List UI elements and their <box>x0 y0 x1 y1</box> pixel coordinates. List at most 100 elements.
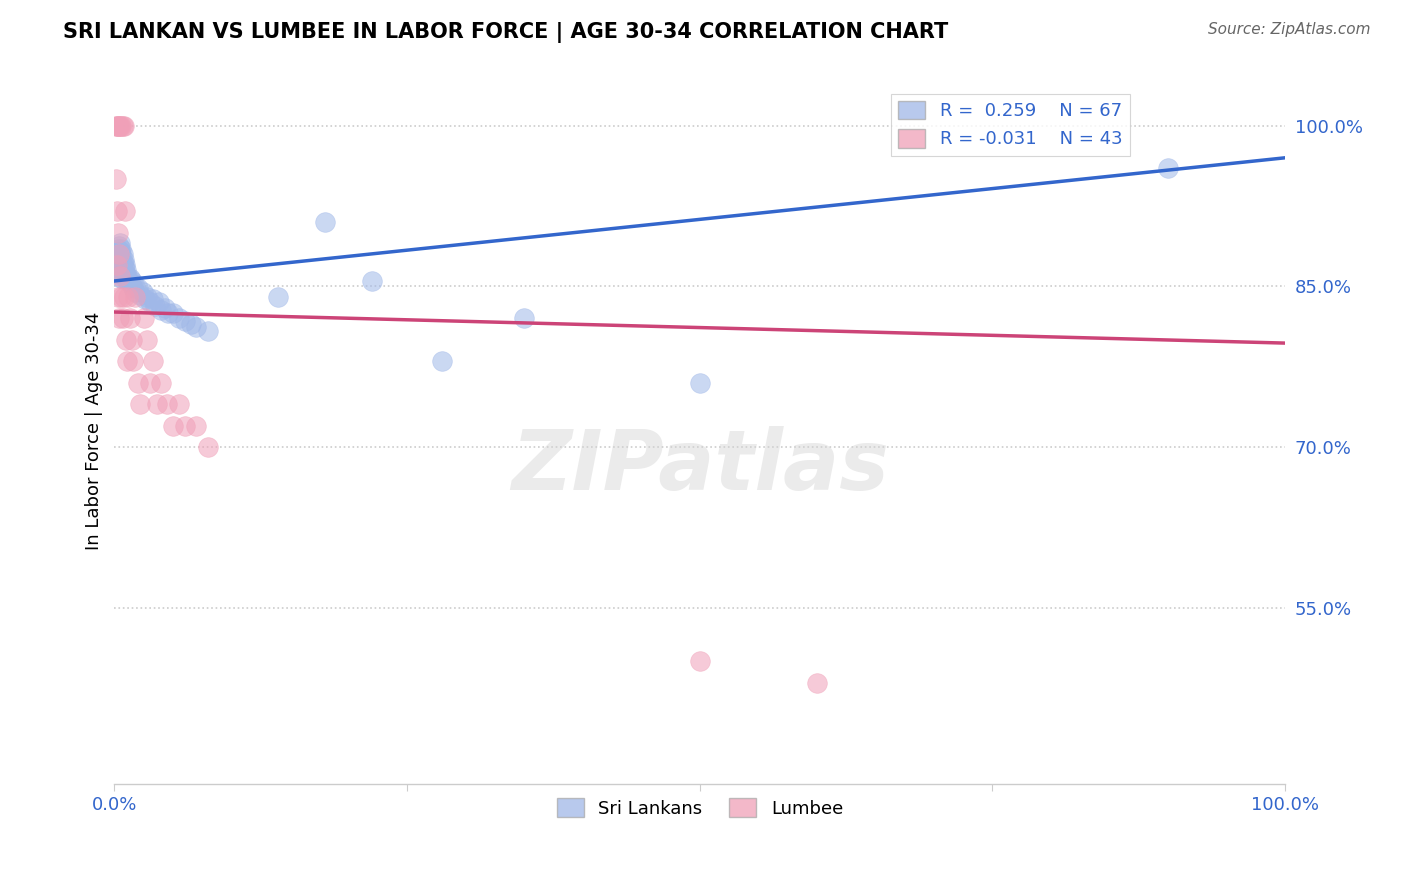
Point <box>110 290 132 304</box>
Point <box>108 263 131 277</box>
Point <box>361 274 384 288</box>
Point <box>138 295 160 310</box>
Point <box>110 244 132 258</box>
Point <box>173 418 195 433</box>
Point <box>108 245 131 260</box>
Point <box>114 204 136 219</box>
Point <box>110 267 132 281</box>
Point <box>186 320 208 334</box>
Y-axis label: In Labor Force | Age 30-34: In Labor Force | Age 30-34 <box>86 311 103 550</box>
Point <box>138 376 160 390</box>
Point <box>134 292 156 306</box>
Point <box>689 376 711 390</box>
Point <box>112 290 135 304</box>
Point <box>117 290 139 304</box>
Point <box>150 376 173 390</box>
Point <box>150 302 173 317</box>
Point <box>806 675 828 690</box>
Point <box>186 418 208 433</box>
Point <box>131 285 153 299</box>
Point <box>127 281 149 295</box>
Point <box>104 172 127 186</box>
Point <box>162 306 184 320</box>
Point <box>110 236 132 251</box>
Point <box>108 252 131 267</box>
Point <box>122 354 145 368</box>
Point <box>110 270 132 285</box>
Point <box>118 311 141 326</box>
Point <box>107 226 129 240</box>
Point <box>110 252 132 266</box>
Point <box>267 290 290 304</box>
Point <box>110 268 132 283</box>
Point <box>105 247 128 261</box>
Point <box>107 119 129 133</box>
Point <box>105 252 128 267</box>
Point <box>432 354 454 368</box>
Point <box>117 354 139 368</box>
Point <box>104 119 127 133</box>
Point <box>108 238 131 252</box>
Point <box>173 313 195 327</box>
Point <box>111 311 134 326</box>
Point <box>136 290 159 304</box>
Point <box>107 290 129 304</box>
Point <box>167 311 190 326</box>
Point <box>110 247 132 261</box>
Point <box>142 354 165 368</box>
Text: ZIPatlas: ZIPatlas <box>510 425 889 507</box>
Point <box>105 258 128 272</box>
Point <box>115 333 138 347</box>
Point <box>105 204 128 219</box>
Point <box>197 440 219 454</box>
Point <box>127 376 149 390</box>
Point <box>108 119 131 133</box>
Text: Source: ZipAtlas.com: Source: ZipAtlas.com <box>1208 22 1371 37</box>
Point <box>111 263 134 277</box>
Point <box>110 254 132 268</box>
Point <box>104 258 127 272</box>
Point <box>107 249 129 263</box>
Point <box>122 281 145 295</box>
Point <box>105 260 128 274</box>
Point <box>104 252 127 267</box>
Point <box>120 277 142 292</box>
Point <box>1157 161 1180 176</box>
Point <box>689 654 711 668</box>
Point <box>121 274 143 288</box>
Point <box>142 292 165 306</box>
Point <box>129 397 152 411</box>
Point <box>105 267 128 281</box>
Point <box>108 311 131 326</box>
Point <box>110 119 132 133</box>
Point <box>121 333 143 347</box>
Point <box>105 119 128 133</box>
Point <box>108 247 131 261</box>
Point <box>153 301 176 315</box>
Point <box>124 277 146 292</box>
Point <box>112 268 135 283</box>
Point <box>148 295 170 310</box>
Point <box>110 263 132 277</box>
Point <box>107 242 129 256</box>
Point <box>145 299 167 313</box>
Point <box>314 215 336 229</box>
Point <box>114 258 136 272</box>
Point <box>112 119 135 133</box>
Point <box>115 272 138 286</box>
Point <box>110 242 132 256</box>
Point <box>124 285 146 299</box>
Point <box>111 119 134 133</box>
Point <box>197 324 219 338</box>
Point <box>179 317 201 331</box>
Point <box>115 263 138 277</box>
Point <box>156 397 179 411</box>
Point <box>118 270 141 285</box>
Point <box>145 397 167 411</box>
Point <box>111 254 134 268</box>
Point <box>162 418 184 433</box>
Point <box>136 333 159 347</box>
Point <box>110 119 132 133</box>
Point <box>112 260 135 274</box>
Point <box>513 311 536 326</box>
